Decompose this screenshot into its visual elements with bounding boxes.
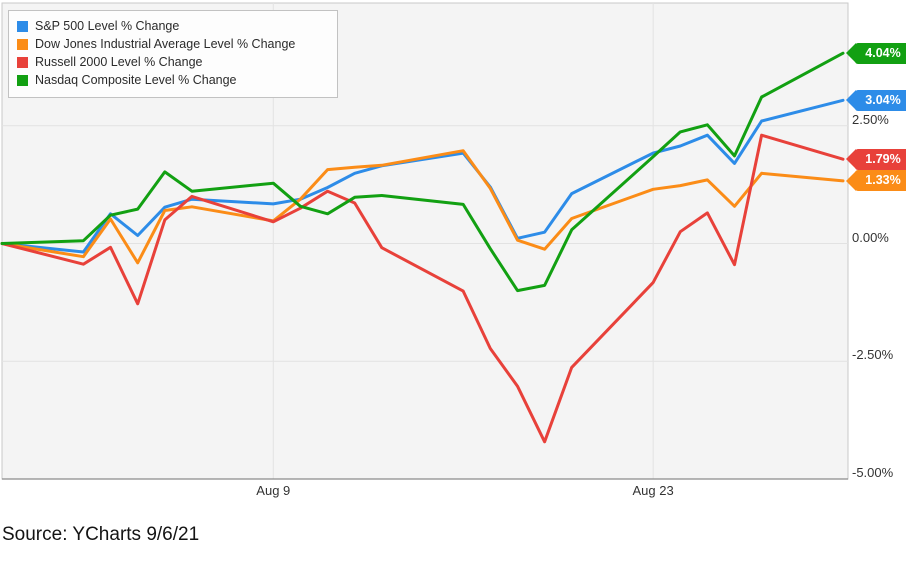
badge-pointer-icon	[846, 90, 856, 111]
series-value-badge: 1.33%	[846, 170, 906, 192]
series-line	[0, 51, 845, 293]
legend-color-swatch-icon	[17, 20, 28, 32]
badge-value: 4.04%	[855, 42, 906, 64]
series-value-badge: 3.04%	[846, 89, 906, 111]
y-axis-tick-label: 0.00%	[852, 229, 889, 245]
badge-value: 1.33%	[855, 170, 906, 192]
source-note: Source: YCharts 9/6/21	[2, 524, 200, 545]
series-line	[0, 149, 845, 265]
y-axis-tick-label: 2.50%	[852, 111, 889, 127]
chart-legend: S&P 500 Level % Change Dow Jones Industr…	[8, 10, 339, 98]
badge-value: 1.79%	[855, 148, 906, 170]
legend-color-swatch-icon	[17, 56, 28, 68]
legend-item[interactable]: Russell 2000 Level % Change	[17, 53, 295, 71]
y-axis-tick-label: -2.50%	[852, 347, 894, 363]
badge-pointer-icon	[846, 170, 856, 191]
badge-pointer-icon	[846, 43, 856, 64]
y-axis-tick-label: -5.00%	[852, 465, 894, 480]
series-value-badge: 4.04%	[846, 42, 906, 64]
series-line	[0, 133, 845, 444]
x-axis-tick-label: Aug 23	[632, 483, 674, 498]
legend-item[interactable]: Nasdaq Composite Level % Change	[17, 71, 295, 89]
legend-color-swatch-icon	[17, 74, 28, 86]
legend-item-label: S&P 500 Level % Change	[35, 19, 180, 33]
series-value-badge: 1.79%	[846, 148, 906, 170]
legend-item-label: Russell 2000 Level % Change	[35, 55, 203, 69]
legend-color-swatch-icon	[17, 38, 28, 50]
legend-item-label: Nasdaq Composite Level % Change	[35, 73, 237, 87]
legend-item-label: Dow Jones Industrial Average Level % Cha…	[35, 37, 296, 51]
badge-value: 3.04%	[855, 89, 906, 111]
x-axis-tick-label: Aug 9	[256, 483, 291, 498]
legend-item[interactable]: S&P 500 Level % Change	[17, 17, 295, 35]
legend-item[interactable]: Dow Jones Industrial Average Level % Cha…	[17, 35, 295, 53]
badge-pointer-icon	[846, 149, 856, 170]
